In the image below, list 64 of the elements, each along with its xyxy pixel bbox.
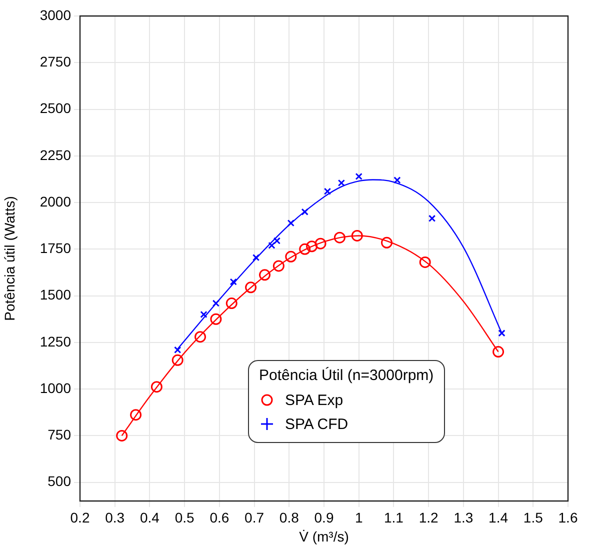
- point: [355, 172, 362, 180]
- x-tick-label: 0.3: [105, 509, 125, 526]
- y-tick-label: 2500: [40, 100, 72, 116]
- x-tick-label: 1.4: [488, 509, 508, 526]
- point: [245, 282, 257, 294]
- legend-label: SPA Exp: [285, 392, 344, 408]
- x-tick-label: 1.6: [558, 509, 578, 526]
- point: [394, 176, 401, 184]
- x-tick-label: 0.5: [174, 509, 195, 526]
- y-tick-label: 1750: [40, 240, 72, 256]
- point: [212, 300, 220, 307]
- legend-title: Potência Útil (n=3000rpm): [259, 367, 434, 384]
- point: [306, 240, 318, 252]
- point: [150, 381, 162, 393]
- point: [252, 254, 260, 262]
- point: [230, 278, 237, 286]
- point: [287, 219, 294, 227]
- y-tick-label: 750: [48, 426, 72, 443]
- legend-label: SPA CFD: [285, 416, 348, 432]
- point: [116, 430, 128, 442]
- point: [258, 269, 270, 281]
- x-tick-label: 1: [354, 509, 363, 526]
- x-tick-label: 0.6: [210, 509, 230, 526]
- x-tick-label: 0.7: [244, 509, 264, 526]
- point: [210, 313, 222, 325]
- y-tick-label: 2250: [40, 146, 72, 163]
- x-axis-title: V̇ (m³/s): [299, 528, 349, 544]
- point: [334, 232, 346, 244]
- point: [351, 230, 363, 242]
- point: [273, 237, 281, 244]
- point: [272, 260, 284, 272]
- y-tick-label: 3000: [40, 6, 72, 23]
- y-tick-label: 1250: [40, 333, 72, 350]
- point: [268, 242, 276, 250]
- point: [324, 188, 332, 195]
- x-tick-label: 0.4: [140, 509, 160, 526]
- y-axis-title: Potência útil (Watts): [1, 196, 18, 321]
- x-tick-label: 0.2: [70, 509, 90, 526]
- x-tick-label: 1.2: [418, 509, 439, 526]
- y-tick-label: 2750: [40, 53, 72, 70]
- point: [130, 409, 142, 421]
- point: [338, 179, 346, 187]
- point: [419, 256, 431, 268]
- y-tick-label: 1500: [40, 286, 72, 303]
- point: [226, 298, 238, 310]
- x-tick-label: 1.1: [384, 509, 404, 526]
- point: [492, 346, 504, 358]
- point: [194, 331, 206, 343]
- x-tick-label: 0.8: [279, 509, 300, 526]
- point: [200, 310, 208, 318]
- point: [299, 243, 311, 255]
- point: [428, 214, 436, 222]
- point: [380, 236, 392, 248]
- y-tick-label: 500: [48, 473, 72, 490]
- point: [301, 208, 308, 216]
- point: [498, 330, 506, 337]
- point: [314, 238, 326, 250]
- x-tick-label: 0.9: [314, 509, 334, 526]
- point: [172, 354, 184, 366]
- x-tick-label: 1.3: [454, 509, 474, 526]
- point: [285, 250, 297, 262]
- x-tick-label: 1.5: [523, 509, 544, 526]
- y-tick-label: 1000: [40, 380, 72, 396]
- y-tick-label: 2000: [40, 193, 72, 210]
